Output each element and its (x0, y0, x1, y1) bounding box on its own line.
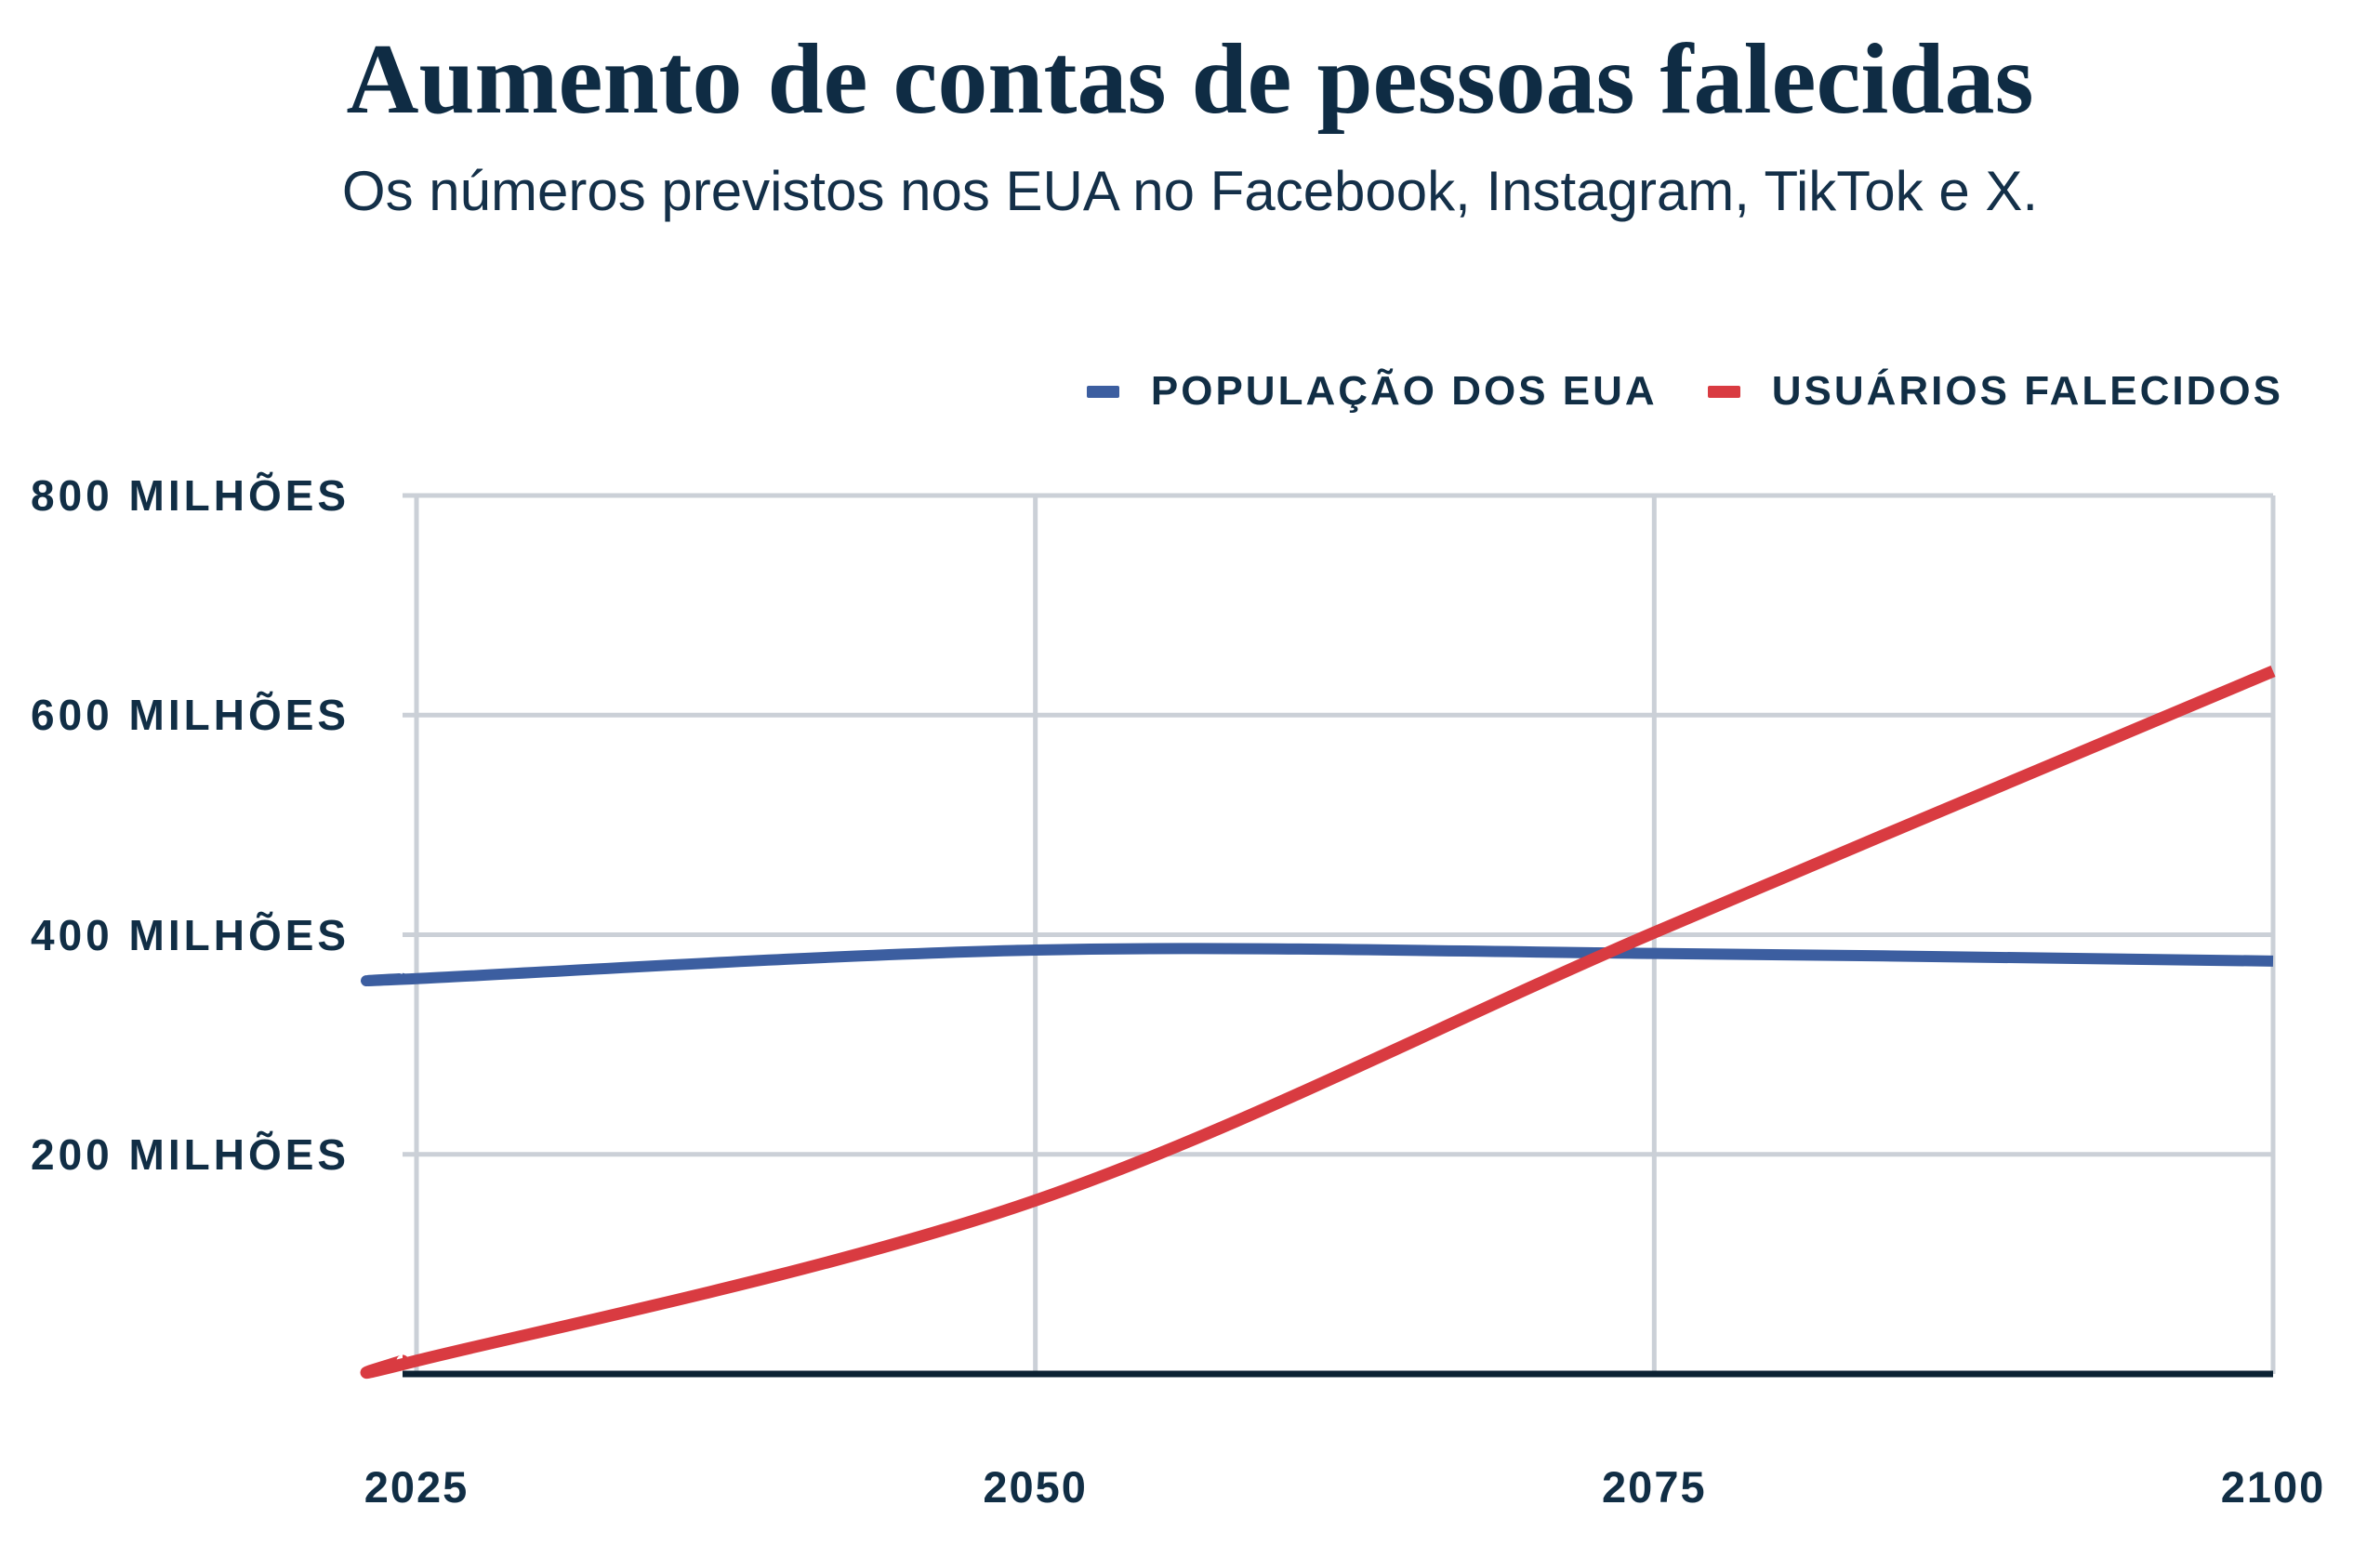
legend-item-us-population: POPULAÇÃO DOS EUA (1086, 368, 1658, 415)
x-tick-label: 2050 (983, 1462, 1088, 1512)
us-population-swatch-icon (1086, 385, 1119, 398)
chart-legend: POPULAÇÃO DOS EUA USUÁRIOS FALECIDOS (1086, 368, 2283, 415)
deceased-users-legend-label: USUÁRIOS FALECIDOS (1771, 368, 2283, 414)
x-tick-label: 2025 (364, 1462, 469, 1512)
legend-item-deceased-users: USUÁRIOS FALECIDOS (1707, 368, 2283, 415)
page-title: Aumento de contas de pessoas falecidas (346, 24, 2034, 135)
x-tick-label: 2075 (1602, 1462, 1707, 1512)
y-tick-label: 800 MILHÕES (31, 471, 350, 520)
page-subtitle: Os números previstos nos EUA no Facebook… (341, 159, 2039, 222)
deceased-users-swatch-icon (1707, 385, 1740, 398)
deceased-users-line (360, 666, 2276, 1380)
y-tick-label: 400 MILHÕES (31, 910, 350, 959)
us-population-legend-label: POPULAÇÃO DOS EUA (1150, 368, 1658, 414)
y-tick-label: 600 MILHÕES (31, 691, 350, 740)
x-tick-label: 2100 (2220, 1462, 2326, 1512)
y-tick-label: 200 MILHÕES (31, 1129, 350, 1179)
us-population-line (361, 943, 2274, 987)
